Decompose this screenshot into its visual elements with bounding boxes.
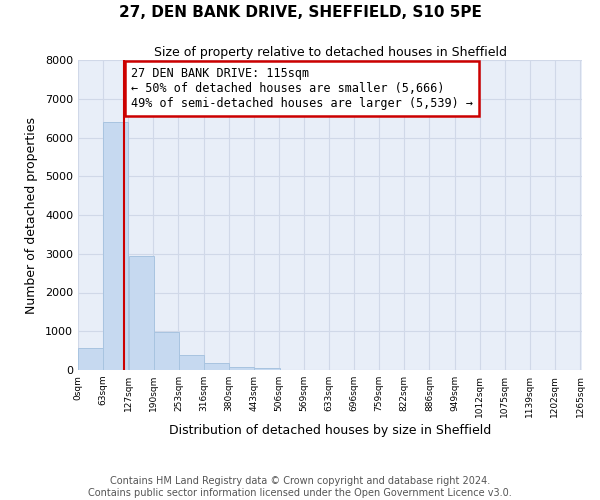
Bar bbox=[229, 367, 254, 370]
Bar bbox=[204, 363, 229, 370]
Bar bbox=[128, 256, 154, 370]
X-axis label: Distribution of detached houses by size in Sheffield: Distribution of detached houses by size … bbox=[169, 424, 491, 437]
Bar bbox=[254, 368, 280, 370]
Bar bbox=[154, 332, 179, 370]
Text: 27 DEN BANK DRIVE: 115sqm
← 50% of detached houses are smaller (5,666)
49% of se: 27 DEN BANK DRIVE: 115sqm ← 50% of detac… bbox=[131, 67, 473, 110]
Bar bbox=[103, 122, 128, 370]
Bar bbox=[78, 348, 103, 370]
Y-axis label: Number of detached properties: Number of detached properties bbox=[25, 116, 38, 314]
Text: 27, DEN BANK DRIVE, SHEFFIELD, S10 5PE: 27, DEN BANK DRIVE, SHEFFIELD, S10 5PE bbox=[119, 5, 481, 20]
Bar bbox=[179, 355, 204, 370]
Text: Contains HM Land Registry data © Crown copyright and database right 2024.
Contai: Contains HM Land Registry data © Crown c… bbox=[88, 476, 512, 498]
Title: Size of property relative to detached houses in Sheffield: Size of property relative to detached ho… bbox=[154, 46, 506, 59]
